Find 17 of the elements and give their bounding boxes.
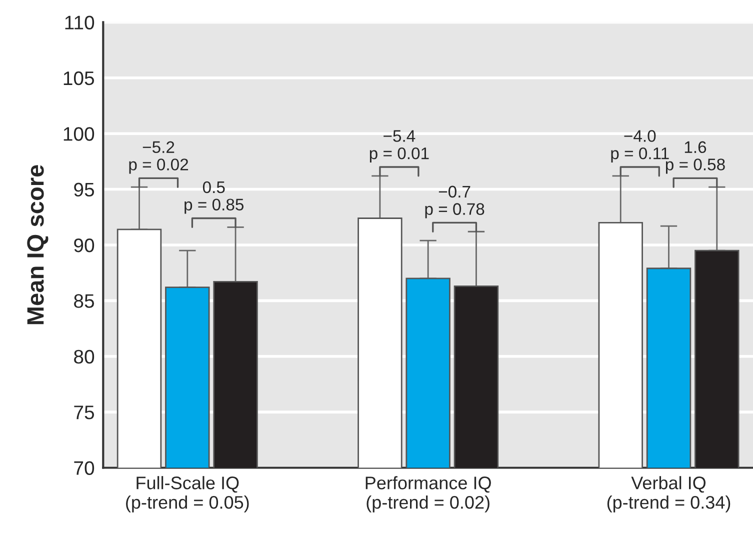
annotation: 0.5 p = 0.85 xyxy=(184,181,244,214)
y-tick-label: 110 xyxy=(65,16,94,30)
y-tick-label: 70 xyxy=(74,461,94,475)
x-tick-label: Full-Scale IQ (p-trend = 0.05) xyxy=(126,476,249,512)
y-tick-label: 75 xyxy=(74,406,94,420)
annotation: −5.4 p = 0.01 xyxy=(370,130,429,163)
y-tick-label: 100 xyxy=(64,127,94,141)
annotation: −5.2 p = 0.02 xyxy=(129,141,188,174)
y-tick-label: 105 xyxy=(64,71,94,86)
y-tick-label: 85 xyxy=(74,294,94,308)
y-tick-label: 80 xyxy=(74,350,94,364)
y-tick-label: 95 xyxy=(74,182,94,197)
x-tick-label: Performance IQ (p-trend = 0.02) xyxy=(366,476,491,512)
y-axis-title: Mean IQ score xyxy=(27,165,48,324)
x-tick-label: Verbal IQ (p-trend = 0.34) xyxy=(607,476,730,512)
annotation: −0.7 p = 0.78 xyxy=(425,186,484,218)
y-tick-label: 90 xyxy=(74,238,94,252)
